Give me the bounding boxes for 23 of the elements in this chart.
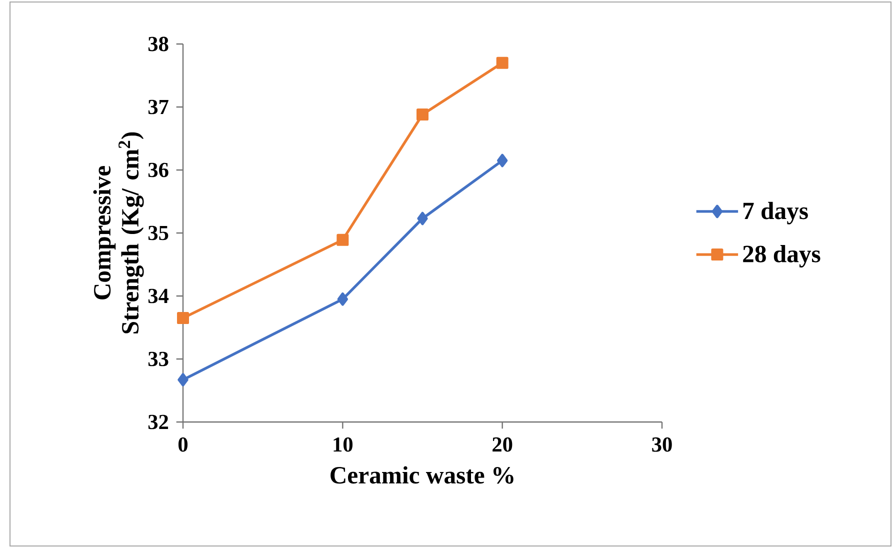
x-tick-label: 20 (492, 437, 512, 452)
y-tick-label: 34 (148, 288, 169, 304)
point (417, 212, 428, 226)
y-axis-title: Compressive Strength (Kg/ cm$^{2}$) (93, 132, 144, 334)
legend-label: 7 days (743, 202, 808, 224)
point (496, 56, 508, 69)
y-tick-label: 38 (148, 36, 168, 52)
y-tick-label: 33 (148, 352, 168, 366)
point (416, 108, 429, 121)
y-tick-label: 32 (148, 414, 168, 430)
x-tick-label: 0 (178, 437, 188, 452)
x-tick-label: 30 (652, 437, 672, 452)
x-axis-title: Ceramic waste % (330, 466, 514, 484)
point (337, 292, 348, 306)
legend-label: 28 days (743, 244, 820, 268)
y-tick-label: 35 (148, 226, 168, 240)
point (336, 234, 349, 246)
point (177, 312, 190, 324)
y-tick-label: 37 (148, 100, 168, 114)
point (178, 373, 188, 386)
point (497, 154, 508, 168)
y-tick-label: 36 (148, 162, 168, 178)
x-tick-label: 10 (334, 437, 353, 452)
